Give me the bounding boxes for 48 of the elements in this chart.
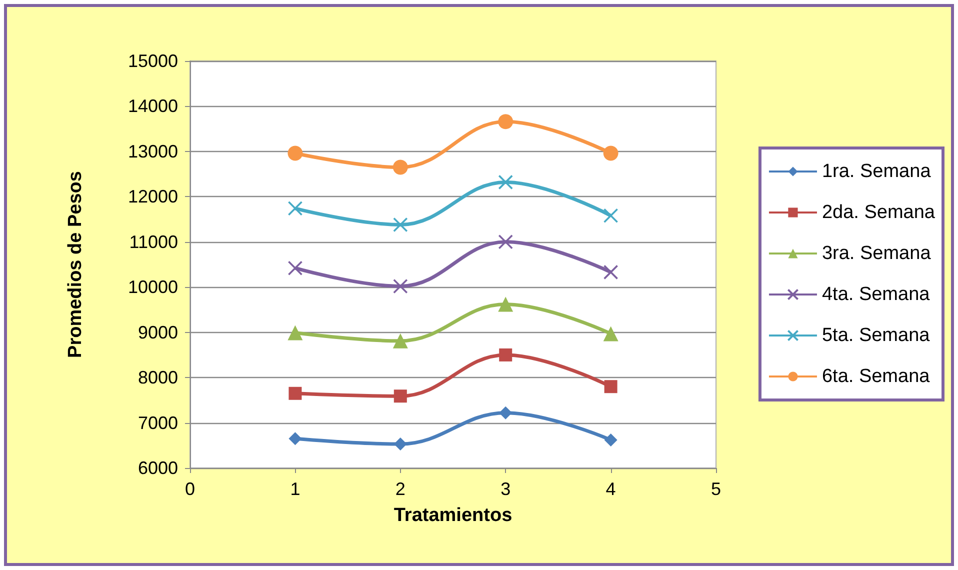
point bbox=[603, 146, 618, 161]
x-tick-label: 1 bbox=[290, 479, 300, 499]
point bbox=[498, 174, 513, 190]
legend-label: 1ra. Semana bbox=[822, 161, 932, 182]
point bbox=[288, 386, 302, 400]
point bbox=[603, 326, 618, 342]
legend-label: 6ta. Semana bbox=[822, 366, 930, 387]
x-tick-label: 2 bbox=[395, 479, 406, 499]
y-tick-label: 8000 bbox=[138, 368, 178, 388]
point bbox=[499, 406, 512, 420]
x-tick-label: 3 bbox=[500, 479, 511, 499]
point bbox=[288, 260, 303, 276]
point bbox=[604, 433, 618, 446]
point bbox=[498, 296, 514, 312]
point bbox=[392, 333, 408, 348]
y-tick-label: 9000 bbox=[138, 322, 178, 342]
point bbox=[394, 438, 407, 451]
point bbox=[288, 146, 303, 161]
y-tick-label: 15000 bbox=[128, 51, 178, 71]
point bbox=[498, 234, 513, 250]
point bbox=[498, 114, 514, 130]
legend-label: 5ta. Semana bbox=[822, 325, 930, 346]
point bbox=[603, 208, 618, 224]
y-axis-title: Promedios de Pesos bbox=[65, 171, 86, 358]
y-tick-label: 6000 bbox=[138, 458, 178, 478]
y-tick-label: 12000 bbox=[128, 186, 178, 207]
point bbox=[288, 325, 303, 340]
legend-label: 2da. Semana bbox=[822, 202, 936, 223]
y-tick-label: 11000 bbox=[129, 232, 178, 252]
point bbox=[499, 348, 512, 362]
y-tick-label: 13000 bbox=[128, 141, 178, 162]
x-tick-label: 0 bbox=[184, 479, 196, 499]
y-tick-label: 14000 bbox=[128, 96, 178, 116]
point bbox=[604, 380, 618, 394]
x-tick-label: 4 bbox=[606, 479, 616, 499]
x-tick-label: 5 bbox=[710, 479, 722, 499]
point bbox=[394, 390, 407, 403]
point bbox=[288, 432, 302, 446]
y-tick-label: 10000 bbox=[128, 277, 178, 298]
legend-label: 4ta. Semana bbox=[822, 284, 930, 305]
point bbox=[288, 201, 303, 216]
point bbox=[393, 217, 408, 232]
point bbox=[392, 160, 408, 175]
point bbox=[603, 264, 618, 280]
y-tick-label: 7000 bbox=[138, 412, 178, 433]
legend-label: 3ra. Semana bbox=[822, 243, 932, 264]
point bbox=[393, 278, 408, 294]
x-axis-title: Tratamientos bbox=[394, 505, 512, 526]
